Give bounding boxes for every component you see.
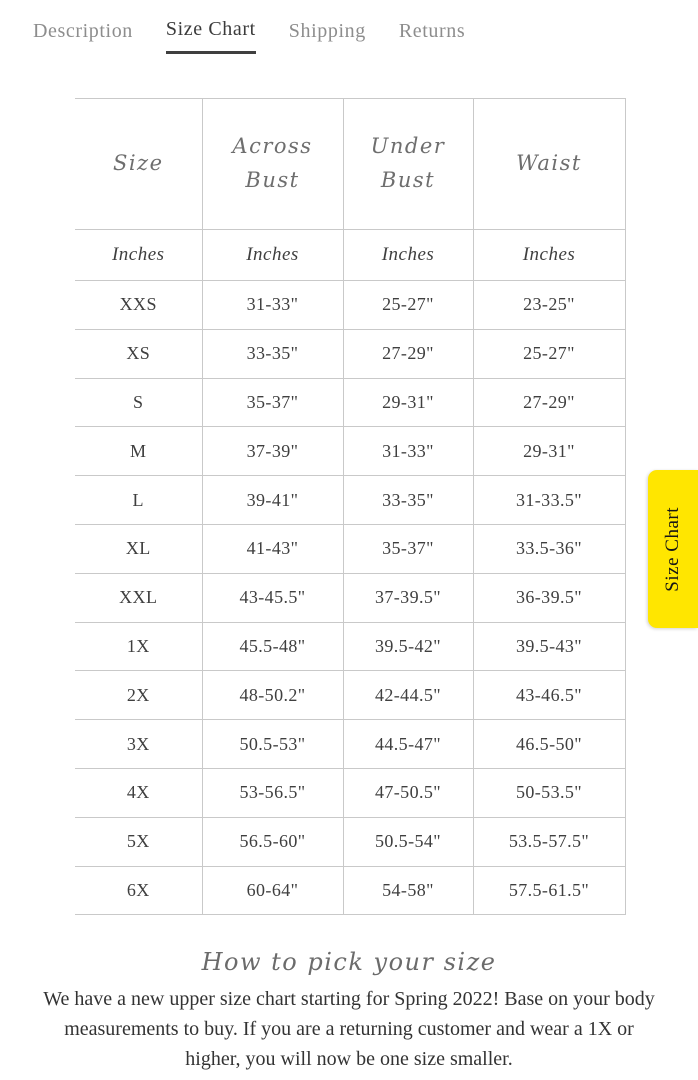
how-to-pick-section: How to pick your size We have a new uppe… [0, 948, 698, 1074]
units-cell: Inches [75, 229, 203, 281]
table-row: L 39-41" 33-35" 31-33.5" [75, 475, 626, 525]
table-cell: 31-33" [342, 426, 474, 477]
column-header-across-bust: Across Bust [201, 98, 344, 230]
column-header-under-bust: Under Bust [342, 98, 474, 230]
table-cell: 45.5-48" [201, 621, 344, 672]
table-cell: XXL [75, 572, 203, 623]
product-tabbar: Description Size Chart Shipping Returns [33, 18, 465, 54]
size-table-body: XXS 31-33" 25-27" 23-25" XS 33-35" 27-29" 25-27… [75, 280, 626, 916]
units-cell: Inches [342, 229, 474, 281]
table-cell: 33.5-36" [472, 523, 626, 574]
table-row: XL 41-43" 35-37" 33.5-36" [75, 523, 626, 574]
table-cell: 48-50.2" [201, 670, 344, 721]
table-cell: 33-35" [201, 328, 344, 379]
table-cell: 31-33" [201, 280, 344, 330]
table-cell: 2X [75, 670, 203, 721]
table-row: XXL 43-45.5" 37-39.5" 36-39.5" [75, 572, 626, 623]
table-row: 3X 50.5-53" 44.5-47" 46.5-50" [75, 719, 626, 769]
units-cell: Inches [201, 229, 344, 281]
table-cell: 31-33.5" [472, 475, 626, 525]
table-cell: 37-39.5" [342, 572, 474, 623]
table-cell: 56.5-60" [201, 816, 344, 867]
table-cell: 50.5-54" [342, 816, 474, 867]
how-to-pick-text: We have a new upper size chart starting … [43, 988, 655, 1070]
tab-description[interactable]: Description [33, 18, 133, 54]
table-cell: 25-27" [472, 328, 626, 379]
column-header-size: Size [75, 98, 203, 230]
table-cell: S [75, 377, 203, 428]
table-cell: 27-29" [472, 377, 626, 428]
table-cell: 1X [75, 621, 203, 672]
table-cell: 5X [75, 816, 203, 867]
table-cell: 53.5-57.5" [472, 816, 626, 867]
table-cell: 29-31" [342, 377, 474, 428]
table-cell: 46.5-50" [472, 719, 626, 769]
table-cell: 36-39.5" [472, 572, 626, 623]
how-to-pick-heading: How to pick your size [201, 948, 497, 976]
table-row: 6X 60-64" 54-58" 57.5-61.5" [75, 865, 626, 916]
table-cell: 39.5-43" [472, 621, 626, 672]
table-cell: 42-44.5" [342, 670, 474, 721]
table-cell: 43-46.5" [472, 670, 626, 721]
table-cell: 39-41" [201, 475, 344, 525]
table-row: 5X 56.5-60" 50.5-54" 53.5-57.5" [75, 816, 626, 867]
table-cell: 33-35" [342, 475, 474, 525]
table-cell: 50-53.5" [472, 767, 626, 818]
table-cell: 6X [75, 865, 203, 916]
size-chart-table: Size Across Bust Under Bust Waist Inches… [75, 98, 626, 916]
table-cell: XS [75, 328, 203, 379]
table-row: 4X 53-56.5" 47-50.5" 50-53.5" [75, 767, 626, 818]
table-row: XS 33-35" 27-29" 25-27" [75, 328, 626, 379]
table-cell: 39.5-42" [342, 621, 474, 672]
table-cell: XL [75, 523, 203, 574]
table-row: S 35-37" 29-31" 27-29" [75, 377, 626, 428]
table-cell: 53-56.5" [201, 767, 344, 818]
table-cell: L [75, 475, 203, 525]
table-cell: 43-45.5" [201, 572, 344, 623]
table-row: M 37-39" 31-33" 29-31" [75, 426, 626, 477]
table-header-row: Size Across Bust Under Bust Waist [75, 98, 626, 230]
column-header-waist: Waist [472, 98, 626, 230]
tab-size-chart[interactable]: Size Chart [165, 18, 256, 54]
table-cell: 25-27" [342, 280, 474, 330]
tab-returns[interactable]: Returns [399, 18, 465, 54]
table-cell: 47-50.5" [342, 767, 474, 818]
size-chart-side-tab-label: Size Chart [662, 506, 683, 592]
units-cell: Inches [472, 229, 626, 281]
table-row: XXS 31-33" 25-27" 23-25" [75, 280, 626, 330]
table-cell: 54-58" [342, 865, 474, 916]
table-cell: 35-37" [201, 377, 344, 428]
tab-shipping[interactable]: Shipping [289, 18, 366, 54]
table-row: 1X 45.5-48" 39.5-42" 39.5-43" [75, 621, 626, 672]
table-cell: 27-29" [342, 328, 474, 379]
table-cell: M [75, 426, 203, 477]
table-cell: 23-25" [472, 280, 626, 330]
size-chart-side-tab[interactable]: Size Chart [648, 470, 698, 628]
table-cell: XXS [75, 280, 203, 330]
table-units-row: Inches Inches Inches Inches [75, 229, 626, 281]
table-cell: 50.5-53" [201, 719, 344, 769]
table-cell: 60-64" [201, 865, 344, 916]
table-cell: 4X [75, 767, 203, 818]
table-row: 2X 48-50.2" 42-44.5" 43-46.5" [75, 670, 626, 721]
table-cell: 35-37" [342, 523, 474, 574]
table-cell: 3X [75, 719, 203, 769]
table-cell: 29-31" [472, 426, 626, 477]
table-cell: 44.5-47" [342, 719, 474, 769]
table-cell: 41-43" [201, 523, 344, 574]
table-cell: 57.5-61.5" [472, 865, 626, 916]
table-cell: 37-39" [201, 426, 344, 477]
